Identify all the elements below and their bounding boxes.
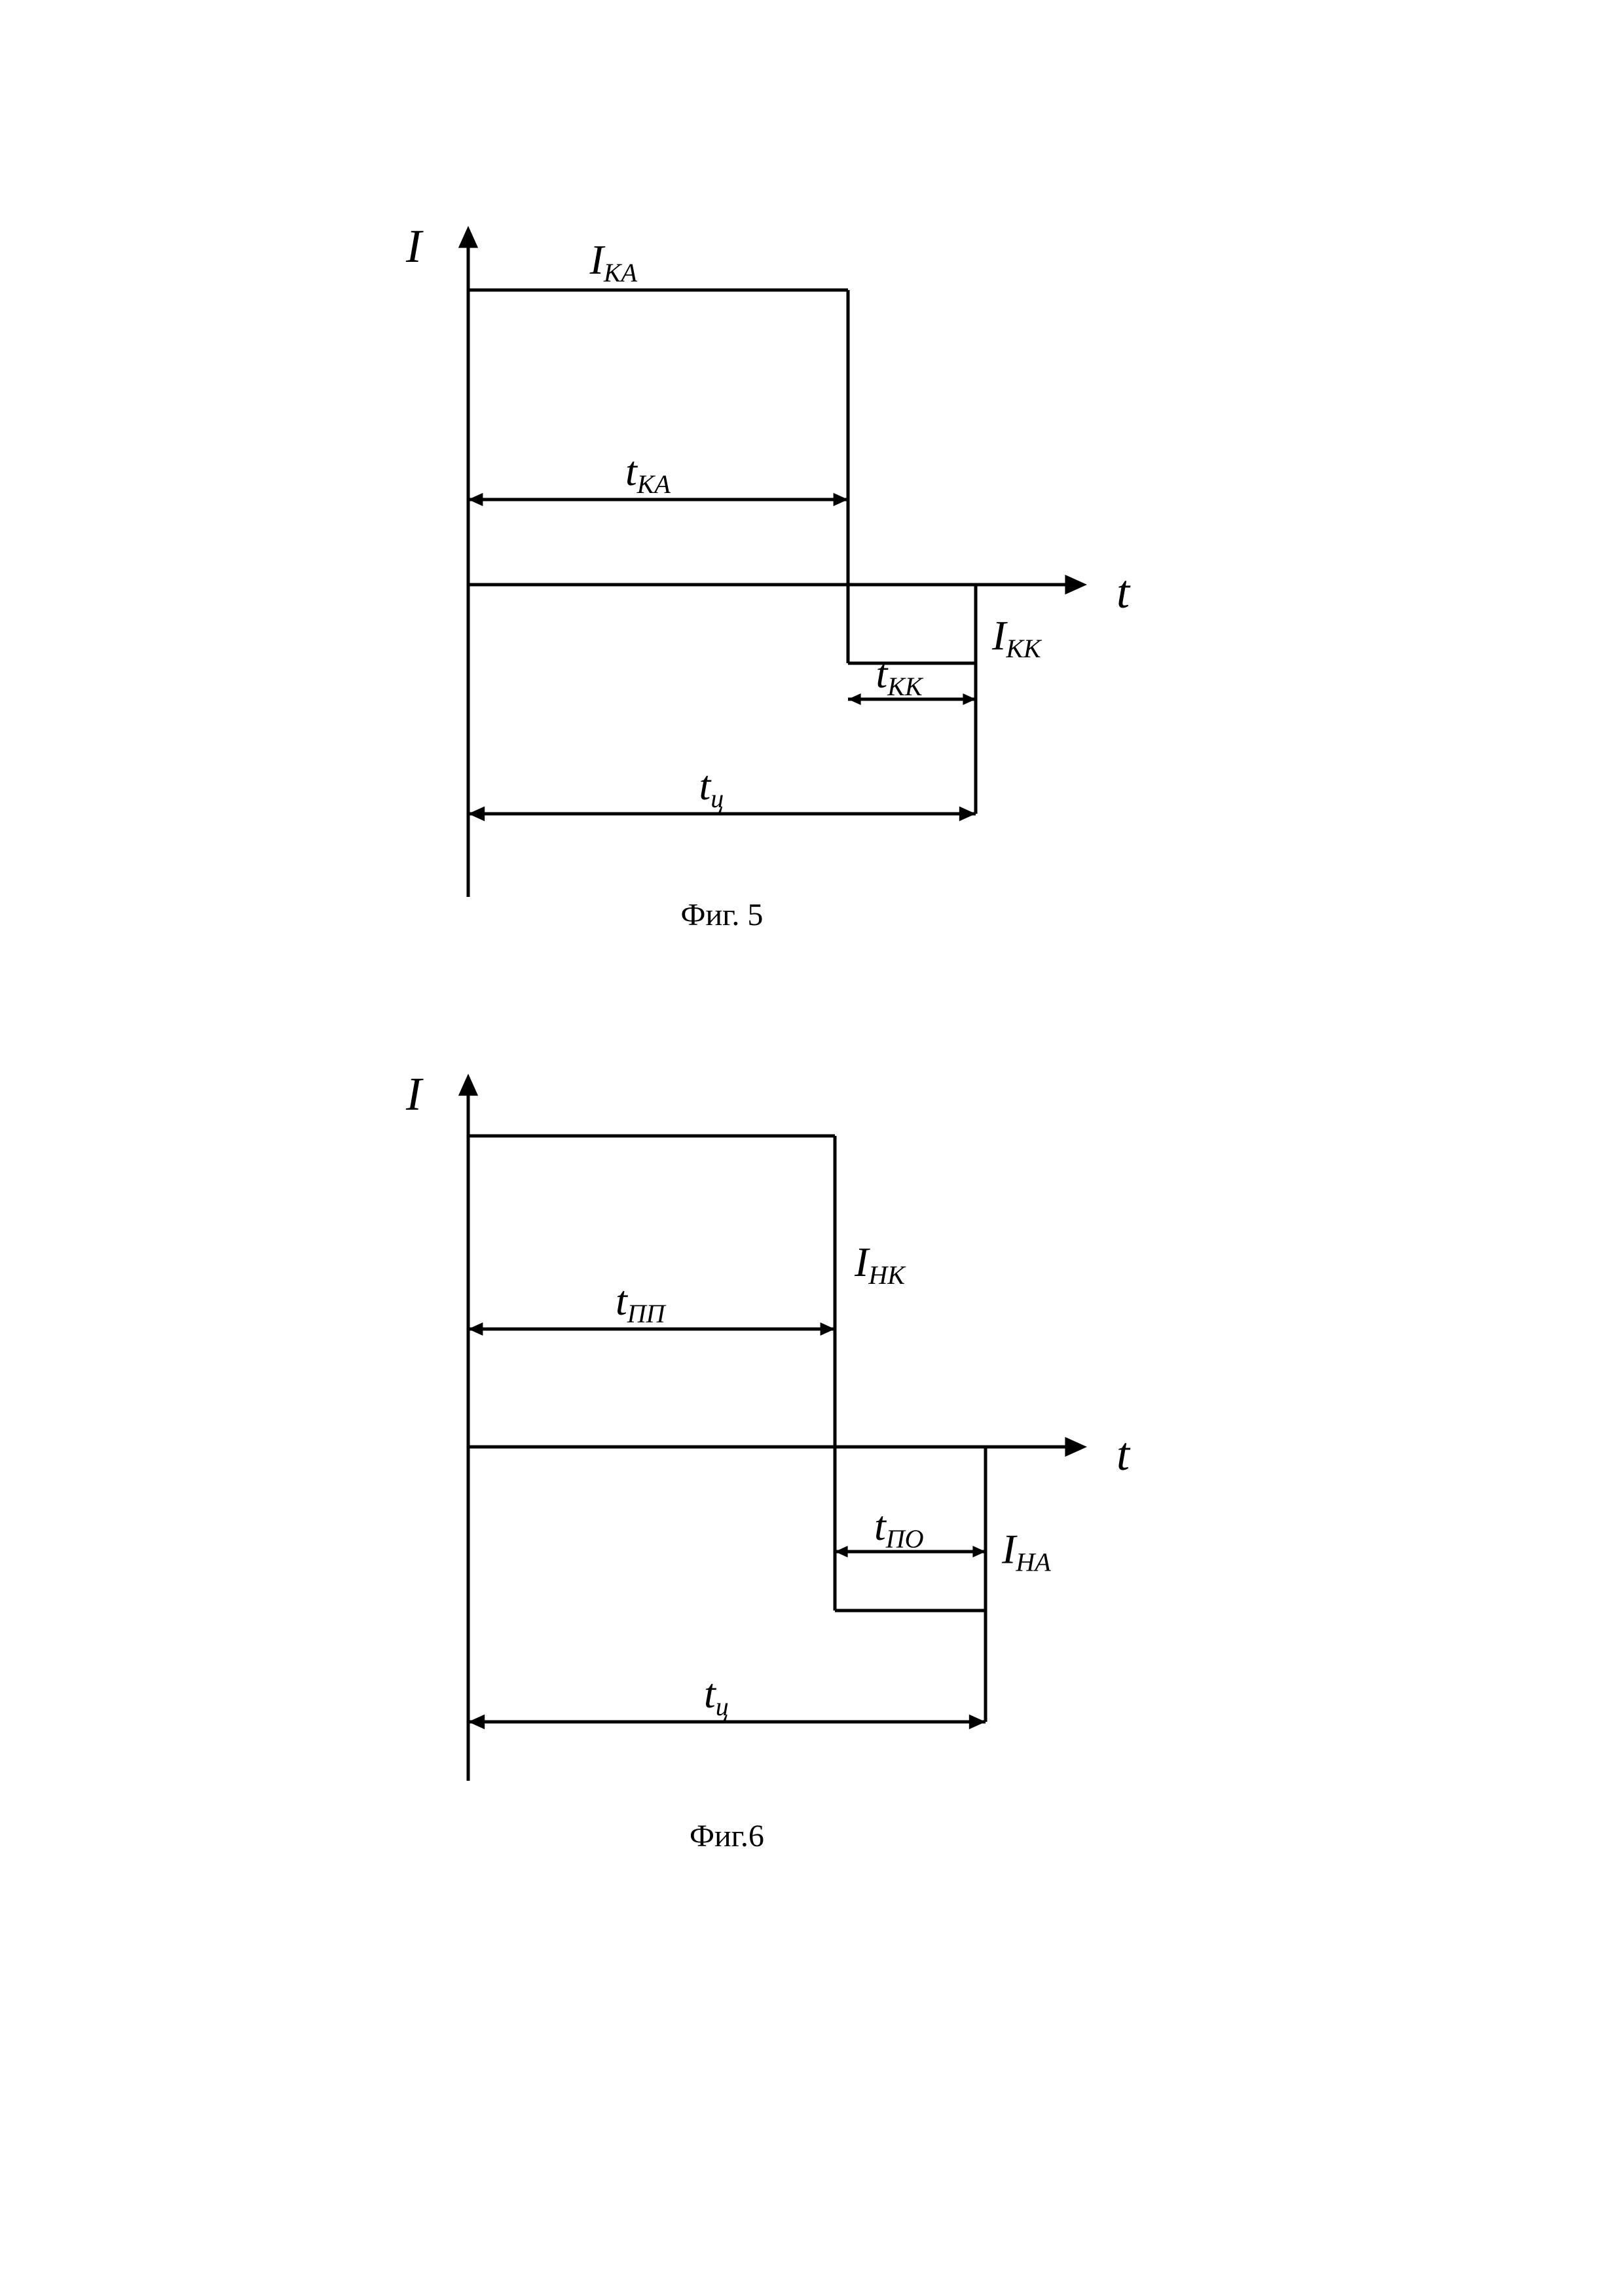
i-neg-label: IКК (991, 612, 1043, 663)
figure-6-caption: Фиг.6 (690, 1819, 764, 1853)
t-full-label: tц (704, 1670, 729, 1721)
page: It IКА IКК tКА tКК tц Фиг. 5 It IНК IНА tПП tПО tц Фи… (0, 0, 1624, 2296)
figure-6: It IНК IНА tПП tПО tц Фиг.6 (405, 1068, 1131, 1853)
figure-5: It IКА IКК tКА tКК tц Фиг. 5 (405, 220, 1131, 932)
x-axis-label: t (1116, 566, 1131, 618)
y-axis-label: I (405, 220, 424, 272)
i-pos-label: IНК (854, 1239, 906, 1290)
diagram-svg: It IКА IКК tКА tКК tц Фиг. 5 It IНК IНА tПП tПО tц Фи… (0, 0, 1624, 2296)
t-pos-label: tПП (616, 1277, 667, 1328)
t-full-label: tц (699, 762, 724, 813)
y-axis-label: I (405, 1068, 424, 1120)
i-neg-label: IНА (1001, 1526, 1051, 1577)
t-neg-label: tПО (874, 1503, 924, 1554)
i-pos-label: IКА (589, 236, 638, 287)
x-axis-label: t (1116, 1428, 1131, 1480)
t-neg-label: tКК (876, 650, 924, 701)
t-pos-label: tКА (625, 448, 671, 499)
figure-5-caption: Фиг. 5 (681, 898, 764, 932)
